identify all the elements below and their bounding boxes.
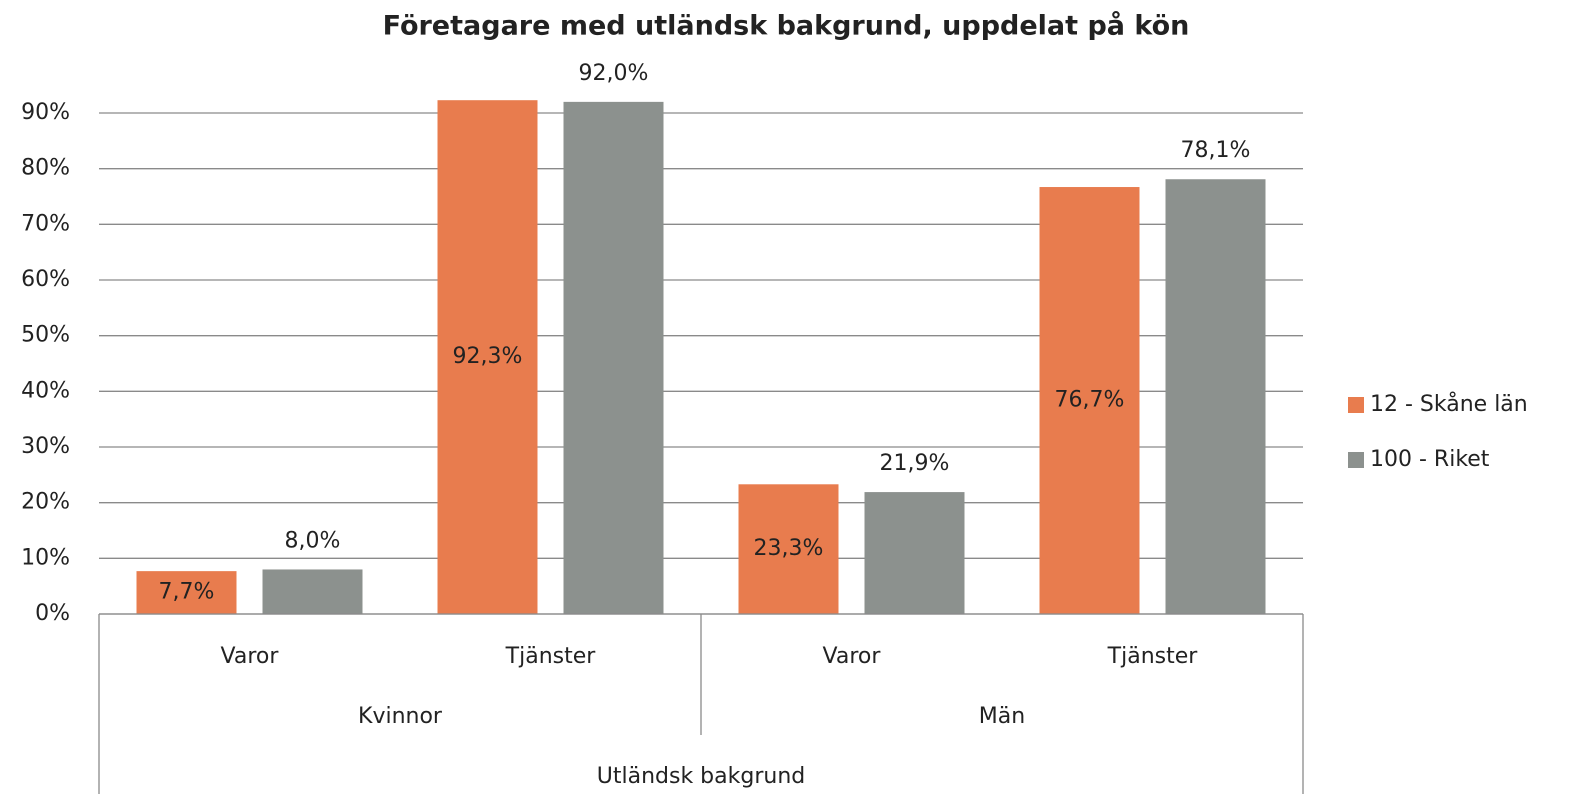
bar	[437, 100, 538, 615]
data-label: 23,3%	[754, 536, 824, 561]
data-label: 76,7%	[1055, 388, 1125, 413]
x-tick-label: Tjänster	[1107, 644, 1199, 669]
group-label: Män	[979, 704, 1025, 729]
bar	[136, 571, 237, 614]
bar	[563, 101, 664, 614]
data-label: 92,3%	[453, 344, 523, 369]
data-label: 8,0%	[285, 528, 341, 553]
y-tick-label: 70%	[21, 211, 70, 236]
legend-label: 100 - Riket	[1370, 447, 1490, 472]
bar	[1165, 179, 1266, 614]
data-label: 7,7%	[159, 580, 215, 605]
data-label: 92,0%	[579, 61, 649, 86]
x-tick-label: Tjänster	[505, 644, 597, 669]
group-label: Kvinnor	[358, 704, 443, 729]
y-tick-label: 50%	[21, 323, 70, 348]
x-tick-label: Varor	[823, 644, 882, 669]
chart-title: Företagare med utländsk bakgrund, uppdel…	[383, 10, 1190, 42]
y-tick-label: 0%	[35, 601, 70, 626]
y-tick-label: 10%	[21, 545, 70, 570]
bar	[738, 484, 839, 614]
bar	[1039, 187, 1140, 614]
y-tick-label: 90%	[21, 100, 70, 125]
y-tick-label: 60%	[21, 267, 70, 292]
bar	[262, 569, 363, 614]
y-tick-label: 80%	[21, 156, 70, 181]
y-tick-label: 20%	[21, 490, 70, 515]
legend-swatch	[1348, 452, 1364, 468]
legend-label: 12 - Skåne län	[1370, 391, 1528, 417]
data-label: 78,1%	[1181, 138, 1251, 163]
bar	[864, 492, 965, 614]
y-tick-label: 40%	[21, 378, 70, 403]
x-tick-label: Varor	[221, 644, 280, 669]
supergroup-label: Utländsk bakgrund	[597, 764, 805, 789]
y-tick-label: 30%	[21, 434, 70, 459]
legend-swatch	[1348, 397, 1364, 413]
data-label: 21,9%	[880, 451, 950, 476]
